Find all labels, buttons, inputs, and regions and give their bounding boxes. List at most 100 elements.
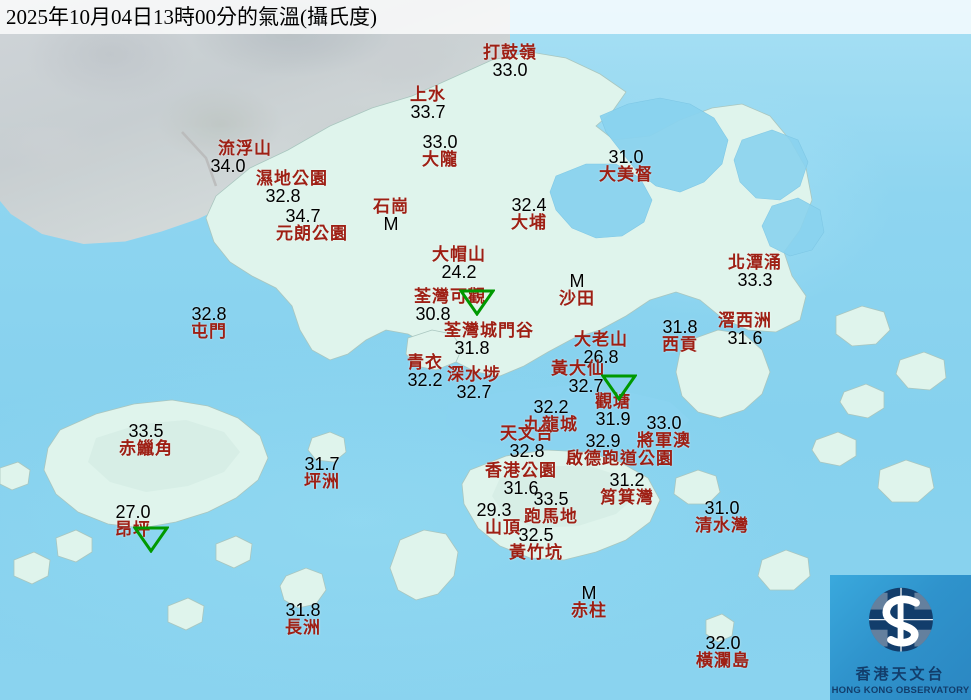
station-value: 30.8 [415,304,451,324]
station-label: 天文台 32.8 [500,425,554,460]
hko-name-cn: 香港天文台 [855,667,946,683]
title-band [0,0,971,34]
station-label: 黃竹坑 32.5 [509,526,563,561]
station-label: 坪洲 31.7 [304,455,340,490]
min-temperature-marker-icon [584,347,637,401]
station-name: 滘西洲 [718,311,772,330]
station-name: 山頂 [484,518,521,537]
station-label: 大美督 31.0 [599,148,653,183]
station-label: 昂坪 27.0 [115,503,151,538]
station-name: 上水 [410,85,446,104]
station-name: 西貢 [662,335,698,354]
station-label: 跑馬地 33.5 [524,490,578,525]
station-name: 清水灣 [695,516,749,535]
station-label: 赤柱 M [571,584,607,619]
station-name: 坪洲 [304,472,340,491]
station-label: 流浮山 34.0 [210,140,279,175]
station-value: 33.5 [128,421,164,441]
station-value: 32.2 [533,397,569,417]
station-label: 香港公園 31.6 [485,462,557,497]
station-name: 黃大仙 [551,359,605,378]
station-name: 大老山 [574,330,628,349]
station-value: 31.8 [454,338,490,358]
station-value: 32.8 [191,304,227,324]
station-value: 32.8 [265,186,301,206]
station-label: 大帽山 24.2 [432,246,486,281]
station-label: 北潭涌 33.3 [728,254,782,289]
station-name: 沙田 [559,289,595,308]
station-label: 將軍澳 33.0 [637,414,691,449]
station-label: 九龍城 32.2 [524,398,578,433]
station-value: 33.5 [533,489,569,509]
station-value: 33.7 [410,102,446,122]
station-label: 深水埗 32.7 [447,366,501,401]
station-label: 打鼓嶺 33.0 [483,44,537,79]
station-name: 天文台 [500,424,554,443]
hko-name-en: HONG KONG OBSERVATORY [831,685,970,696]
hko-logo: 香港天文台 HONG KONG OBSERVATORY [830,575,971,700]
station-name: 黃竹坑 [509,543,563,562]
min-temperature-marker-icon [116,499,169,553]
station-value: 32.2 [407,370,443,390]
station-name: 橫瀾島 [696,651,750,670]
station-value: 32.7 [456,382,492,402]
station-label: 石崗 M [373,198,409,233]
station-label: 大老山 26.8 [574,331,628,366]
station-value: 31.8 [662,317,698,337]
station-name: 將軍澳 [637,431,691,450]
station-name: 長洲 [285,618,321,637]
station-name: 青衣 [407,353,443,372]
station-value: 31.8 [285,600,321,620]
station-value: 31.2 [609,470,645,490]
station-label: 屯門 32.8 [191,305,227,340]
station-name: 大美督 [599,165,653,184]
station-label: 上水 33.7 [410,86,446,121]
station-name: 赤柱 [571,601,607,620]
station-name: 北潭涌 [728,253,782,272]
station-label: 滘西洲 31.6 [718,312,772,347]
station-value: 33.0 [422,132,458,152]
station-value: 31.6 [727,328,763,348]
station-label: 青衣 32.2 [407,354,443,389]
station-label: 沙田 M [559,272,595,307]
station-value: 26.8 [583,347,619,367]
station-value: 32.9 [585,431,621,451]
station-name: 跑馬地 [524,507,578,526]
station-name: 元朗公園 [276,224,348,243]
station-label: 啟德跑道公園 32.9 [566,432,674,467]
station-name: 深水埗 [447,365,501,384]
station-value: 31.0 [704,498,740,518]
station-name: 啟德跑道公園 [566,449,674,468]
station-label: 赤鱲角 33.5 [119,422,173,457]
station-label: 長洲 31.8 [285,601,321,636]
station-value: 31.6 [503,478,539,498]
station-value: 24.2 [441,262,477,282]
station-name: 昂坪 [115,520,151,539]
station-value: 27.0 [115,502,151,522]
station-label: 大隴 33.0 [422,133,458,168]
station-name: 石崗 [373,197,409,216]
station-label: 荃灣城門谷 31.8 [444,322,534,357]
station-value: 33.0 [646,413,682,433]
station-value-missing: M [581,583,597,603]
station-label: 橫瀾島 32.0 [696,634,750,669]
station-name: 打鼓嶺 [483,43,537,62]
station-value: 32.5 [518,525,554,545]
station-label: 濕地公園 32.8 [256,170,328,205]
station-value: 29.3 [476,500,512,520]
station-value: 33.3 [737,270,773,290]
hko-monogram-icon [868,587,933,652]
station-label: 黃大仙 32.7 [551,360,605,395]
station-value: 31.0 [608,147,644,167]
station-name: 赤鱲角 [119,439,173,458]
station-value-missing: M [569,271,585,291]
station-value: 31.7 [304,454,340,474]
station-name: 大隴 [422,150,458,169]
page-title: 2025年10月04日13時00分的氣溫(攝氏度) [6,5,377,29]
station-name: 荃灣城門谷 [444,321,534,340]
station-label: 西貢 31.8 [662,318,698,353]
min-temperature-marker-icon [442,262,495,316]
station-name: 筲箕灣 [600,488,654,507]
station-name: 流浮山 [217,139,272,158]
